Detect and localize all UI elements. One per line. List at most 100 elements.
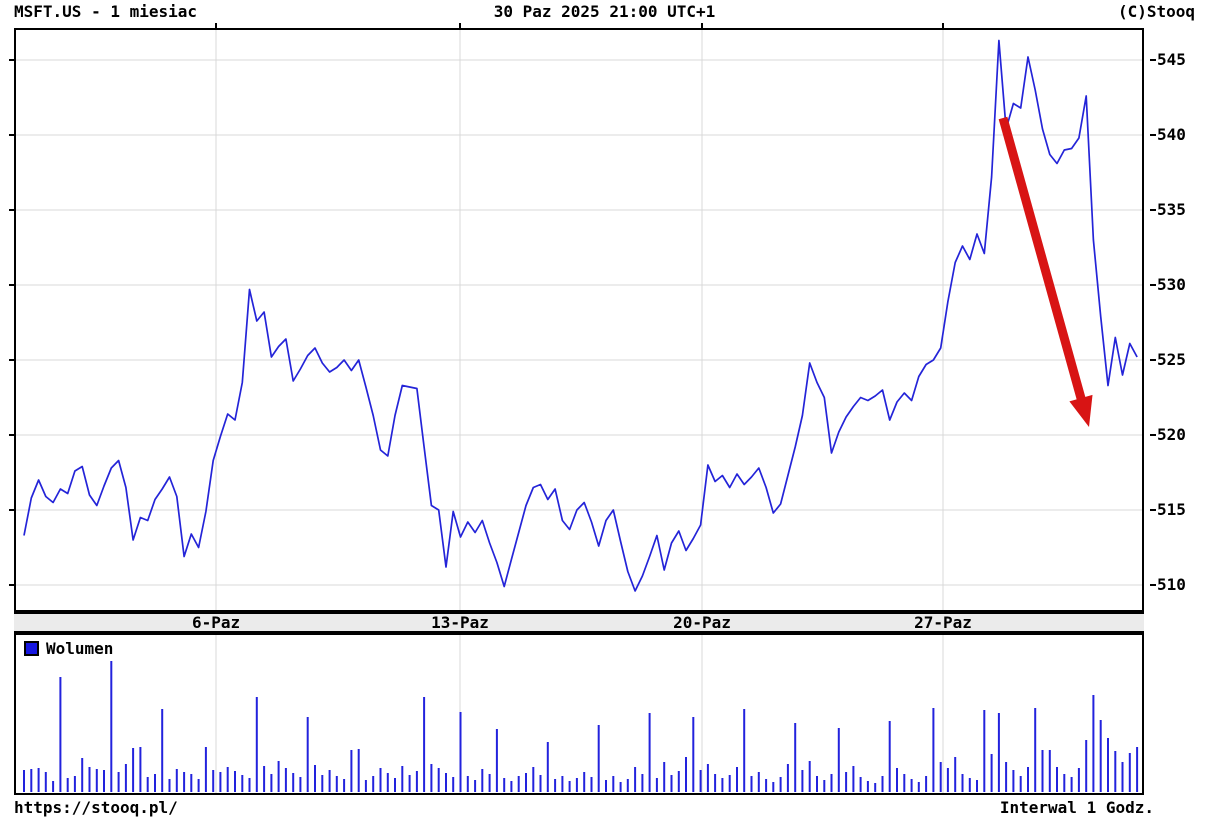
volume-bar — [23, 770, 25, 792]
date-axis-strip: 6-Paz 13-Paz 20-Paz 27-Paz — [14, 612, 1144, 633]
volume-bar — [525, 773, 527, 792]
volume-bar — [95, 769, 98, 792]
volume-bar — [139, 747, 142, 792]
y-axis-tick — [1150, 58, 1156, 61]
volume-bar — [554, 779, 557, 792]
volume-bar — [66, 778, 69, 792]
volume-bar — [204, 747, 207, 792]
volume-bar — [132, 748, 135, 792]
volume-bar — [779, 777, 782, 792]
volume-bar — [146, 777, 149, 792]
chart-datetime: 30 Paz 2025 21:00 UTC+1 — [493, 2, 716, 21]
y-axis-tick — [1150, 583, 1156, 586]
volume-bar — [234, 771, 236, 792]
volume-bar — [801, 770, 804, 792]
y-axis-tick — [1150, 208, 1156, 211]
volume-bar — [1041, 750, 1044, 792]
volume-bar — [677, 771, 680, 792]
volume-chart-svg — [14, 633, 1144, 795]
y-axis-tick — [1150, 358, 1156, 361]
volume-bar — [1063, 774, 1066, 792]
volume-bar — [983, 710, 986, 792]
volume-bar — [757, 772, 760, 792]
volume-bar — [830, 774, 833, 792]
volume-bar — [583, 772, 586, 792]
volume-bar — [161, 709, 164, 792]
volume-bar — [1012, 770, 1015, 792]
y-axis-tick — [1150, 133, 1156, 136]
y-axis-label: 525 — [1157, 349, 1186, 369]
volume-bar — [37, 768, 40, 792]
volume-bar — [343, 779, 346, 792]
volume-bar — [968, 778, 971, 792]
volume-bar — [845, 772, 848, 792]
volume-bar — [284, 768, 287, 792]
volume-chart-border — [14, 633, 1144, 795]
volume-bar — [306, 717, 309, 792]
volume-bar — [350, 750, 353, 792]
y-axis-tick-left — [9, 508, 14, 511]
volume-bar — [263, 766, 266, 792]
volume-bar — [939, 762, 942, 792]
volume-bar — [736, 767, 738, 792]
volume-bar — [459, 712, 462, 792]
x-axis-label: 27-Paz — [914, 613, 972, 632]
x-axis-tick — [215, 23, 218, 28]
volume-bar — [881, 776, 884, 792]
x-axis-tick — [701, 23, 704, 28]
source-url: https://stooq.pl/ — [14, 798, 178, 817]
volume-bar — [590, 777, 593, 792]
volume-bar — [794, 723, 797, 792]
volume-bar — [299, 777, 302, 792]
volume-bar — [903, 774, 906, 792]
volume-bar — [816, 776, 818, 792]
volume-bar — [714, 774, 717, 792]
annotation-arrow-shaft — [998, 116, 1087, 406]
volume-bar — [401, 766, 404, 792]
volume-bar — [765, 779, 768, 792]
volume-bar — [532, 767, 535, 792]
volume-bar — [721, 778, 724, 792]
volume-bar — [670, 775, 673, 792]
volume-bar — [277, 761, 280, 792]
price-line — [23, 39, 1138, 592]
y-axis-tick — [1150, 508, 1156, 511]
volume-bar — [423, 697, 426, 792]
volume-bar — [488, 774, 491, 792]
volume-bar — [197, 779, 200, 792]
volume-bar — [1107, 738, 1109, 792]
volume-bar — [175, 769, 178, 792]
volume-bar — [1070, 777, 1073, 792]
volume-bar — [917, 782, 920, 792]
volume-bar — [961, 774, 964, 792]
volume-bar — [539, 775, 542, 792]
y-axis-tick-left — [9, 583, 14, 586]
volume-bar — [612, 776, 615, 792]
volume-bar — [154, 774, 156, 792]
volume-bar — [1128, 753, 1131, 792]
volume-bar — [663, 762, 666, 792]
volume-bar — [379, 768, 382, 792]
volume-bar — [445, 773, 447, 792]
volume-bar — [1077, 768, 1080, 792]
volume-bar — [685, 757, 687, 792]
volume-bar — [859, 777, 862, 792]
y-axis-label: 520 — [1157, 424, 1186, 444]
volume-bar — [823, 780, 826, 792]
volume-bar — [954, 757, 957, 792]
volume-bar — [110, 661, 113, 792]
y-axis-label: 545 — [1157, 49, 1186, 69]
price-chart-border — [14, 28, 1144, 612]
volume-bar — [1092, 695, 1095, 792]
volume-bar — [568, 781, 571, 792]
volume-bar — [394, 778, 396, 792]
volume-bar — [619, 782, 622, 792]
volume-bar — [1099, 720, 1102, 792]
y-axis-label: 510 — [1157, 574, 1186, 594]
volume-bar — [1136, 747, 1139, 792]
volume-bar — [292, 773, 295, 792]
volume-bar — [1085, 740, 1088, 792]
volume-bar — [561, 776, 564, 792]
volume-bar — [750, 776, 753, 792]
